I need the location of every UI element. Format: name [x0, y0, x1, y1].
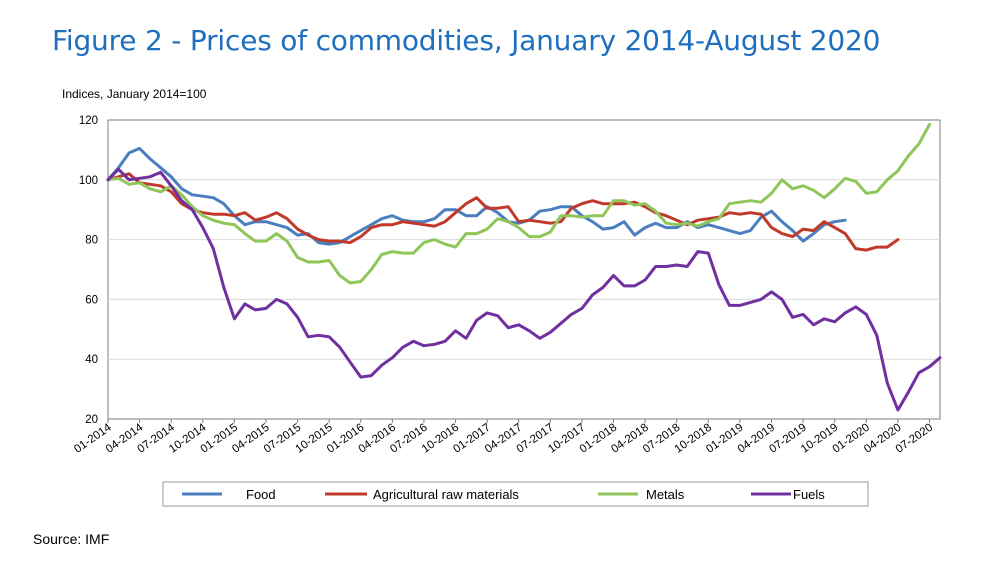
- y-tick-label: 80: [85, 235, 98, 247]
- legend-label-agricultural: Agricultural raw materials: [373, 487, 519, 502]
- legend-label-metals: Metals: [646, 487, 685, 502]
- source-note: Source: IMF: [33, 531, 110, 547]
- plot-area: [107, 119, 941, 420]
- series-line-fuels: [106, 167, 942, 412]
- series-line-metals: [106, 123, 931, 285]
- series-lines: [106, 123, 942, 412]
- series-line-food: [106, 146, 847, 246]
- legend: Food Agricultural raw materials Metals F…: [162, 481, 869, 507]
- legend-box: [162, 481, 869, 507]
- y-tick-label: 120: [79, 115, 98, 127]
- y-tick-label: 60: [85, 294, 98, 306]
- y-axis-ticks: 20 40 60 80 100 120: [79, 115, 98, 426]
- legend-label-food: Food: [246, 487, 276, 502]
- y-tick-label: 100: [79, 175, 98, 187]
- series-line-agricultural: [106, 172, 900, 252]
- legend-label-fuels: Fuels: [793, 487, 825, 502]
- x-axis-ticks: 01-201404-201407-201410-201401-201504-20…: [72, 419, 935, 456]
- y-tick-label: 20: [85, 414, 98, 426]
- y-axis-label: Indices, January 2014=100: [62, 87, 207, 101]
- y-tick-label: 40: [85, 354, 98, 366]
- chart-title: Figure 2 - Prices of commodities, Januar…: [52, 24, 881, 57]
